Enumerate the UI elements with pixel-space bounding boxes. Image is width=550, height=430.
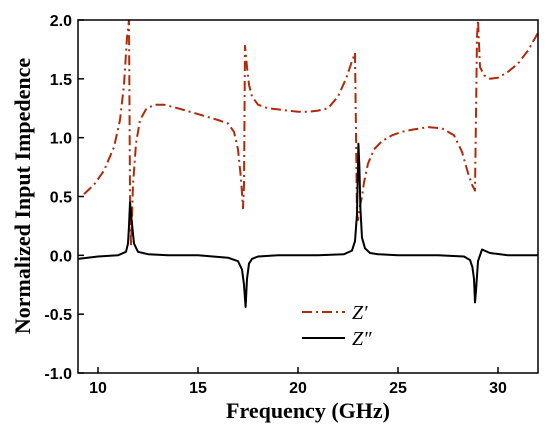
y-tick-label: -1.0 xyxy=(44,366,72,383)
y-tick-label: 1.5 xyxy=(50,72,72,89)
series-layer xyxy=(78,20,538,309)
x-axis-title: Frequency (GHz) xyxy=(226,398,390,423)
x-tick-label: 20 xyxy=(289,380,307,397)
y-tick-label: 2.0 xyxy=(50,13,72,30)
x-tick-label: 15 xyxy=(189,380,207,397)
x-tick-label: 25 xyxy=(389,380,407,397)
tick-layer: 10 15 20 25 30 -1.0 -0.5 0.0 0.5 1.0 1.5 2.0 xyxy=(44,13,507,397)
y-axis-title: Normalized Input Impedence xyxy=(10,58,35,334)
x-tick-label: 30 xyxy=(489,380,507,397)
legend-label-z-double-prime: Z″ xyxy=(352,328,372,350)
y-tick-label: 0.0 xyxy=(50,248,72,265)
y-tick-label: -0.5 xyxy=(44,307,72,324)
legend-label-z-prime: Z′ xyxy=(352,302,368,324)
y-tick-label: 0.5 xyxy=(50,190,72,207)
x-tick-label: 10 xyxy=(89,380,107,397)
legend: Z′ Z″ xyxy=(302,302,372,350)
series-line-z-prime xyxy=(83,20,538,247)
series-line-z-double-prime xyxy=(78,142,538,309)
y-tick-label: 1.0 xyxy=(50,131,72,148)
